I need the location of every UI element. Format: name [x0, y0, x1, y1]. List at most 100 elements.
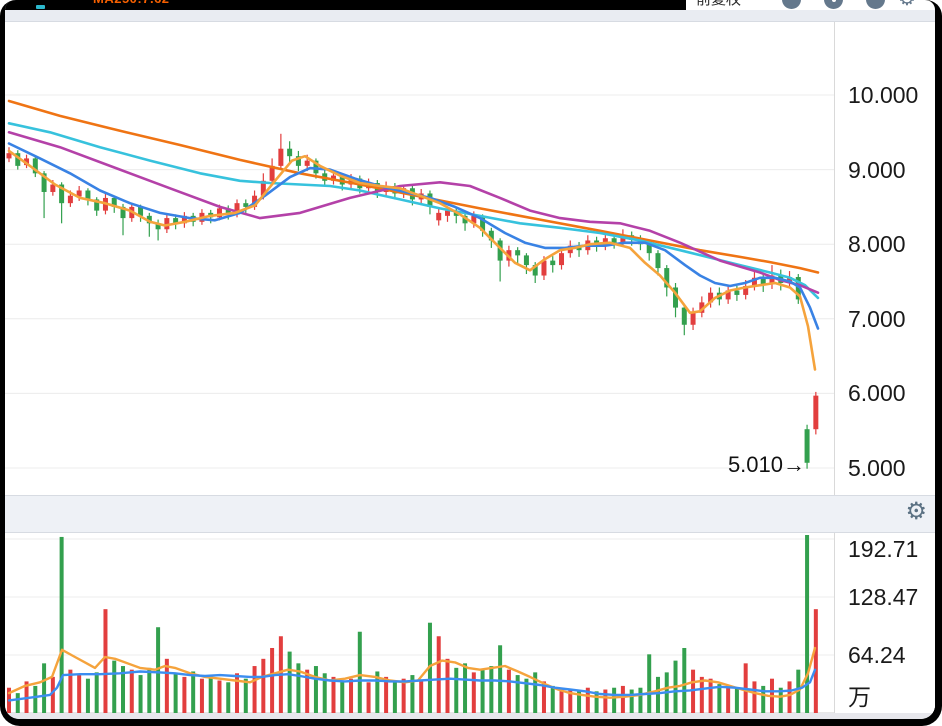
price-tick-label: 10.000 [848, 82, 919, 108]
volume-bar [112, 660, 117, 713]
volume-settings-gear-icon[interactable]: ⚙ [905, 498, 927, 525]
candle-body [725, 290, 731, 300]
volume-bar [454, 667, 459, 713]
volume-bar [498, 645, 503, 713]
volume-bar [655, 676, 660, 713]
settings-gear-icon[interactable]: ⚙ [898, 0, 916, 9]
candle-body [24, 158, 30, 166]
info-dot-icon [832, 0, 836, 2]
candle-body [146, 215, 152, 224]
volume-bar [568, 689, 573, 713]
info-button[interactable] [824, 0, 843, 9]
candle-body [523, 255, 529, 266]
window-bottom-edge [5, 713, 935, 719]
volume-bar [463, 663, 468, 713]
candle-body [795, 277, 801, 300]
candle-body [120, 206, 126, 219]
volume-bar [94, 672, 99, 713]
volume-bar [68, 669, 73, 713]
toolbar-strip [5, 10, 935, 22]
volume-bar [445, 658, 450, 713]
volume-bar [208, 675, 213, 713]
volume-bar [533, 672, 538, 713]
volume-bar [410, 675, 415, 713]
volume-bar [726, 685, 731, 713]
volume-bar [778, 687, 783, 713]
volume-bar [708, 678, 713, 713]
candle-body [708, 292, 714, 303]
volume-bar [164, 658, 169, 713]
volume-canvas [5, 535, 834, 713]
volume-bar [734, 687, 739, 713]
volume-tick-label: 64.24 [848, 642, 906, 668]
candle-body [760, 277, 766, 285]
volume-bar [761, 685, 766, 713]
candle-body [225, 208, 231, 215]
candle-body [32, 158, 38, 174]
ma-magenta [7, 131, 820, 295]
candle-body [313, 160, 319, 174]
vol-ma-blue [7, 668, 817, 702]
volume-panel[interactable]: 万 192.71 128.47 64.24 [5, 533, 935, 713]
candle-body [269, 165, 275, 181]
volume-bar [515, 675, 520, 713]
volume-bar [103, 609, 108, 713]
candle-body [304, 160, 310, 166]
volume-bar [296, 663, 301, 713]
adjust-mode-label[interactable]: 前复权 [696, 0, 741, 7]
candle-body [295, 156, 301, 166]
volume-bar [270, 647, 275, 713]
volume-bar [138, 675, 143, 713]
panel-divider: ⚙ [5, 495, 935, 533]
candle-body [690, 312, 696, 325]
volume-bar [42, 663, 47, 713]
candle-body [243, 203, 249, 207]
candle-body [278, 148, 284, 166]
zoom-in-button[interactable] [866, 0, 885, 9]
volume-bar [419, 680, 424, 713]
candle-body [480, 215, 486, 231]
zoom-out-button[interactable] [782, 0, 801, 9]
volume-bar [156, 627, 161, 713]
candle-body [15, 153, 21, 166]
candle-body [611, 238, 617, 243]
candle-body [813, 395, 819, 430]
volume-bar [191, 671, 196, 713]
candle-body [699, 302, 705, 313]
volume-axis: 万 192.71 128.47 64.24 [834, 533, 935, 713]
volume-bar [366, 682, 371, 713]
volume-tick-label: 128.47 [848, 584, 919, 610]
candle-body [673, 287, 679, 308]
volume-bar [577, 690, 582, 713]
volume-bar [243, 678, 248, 713]
candle-body [234, 203, 240, 215]
stock-chart-window: MA250:7.62 前复权 ⚙ 10.000 9.000 8.000 7.000 6.… [5, 0, 935, 719]
candle-body [41, 173, 47, 192]
price-chart-panel[interactable]: 10.000 9.000 8.000 7.000 6.000 5.000 5.010→ [5, 22, 935, 495]
price-tick-label: 9.000 [848, 157, 906, 183]
candle-body [550, 260, 556, 266]
volume-bar [305, 669, 310, 713]
candle-body [497, 240, 503, 261]
volume-bar [226, 682, 231, 713]
candle-body [330, 175, 336, 181]
volume-bar [217, 680, 222, 713]
candle-body [769, 275, 775, 285]
volume-bar [85, 678, 90, 713]
candle-body [751, 277, 757, 286]
candle-body [734, 290, 740, 295]
candle-body [787, 277, 793, 283]
candle-body [488, 230, 494, 241]
candle-body [559, 253, 565, 266]
volume-bar [252, 666, 257, 713]
volume-bar [506, 669, 511, 713]
volume-bar [129, 669, 134, 713]
candle-body [620, 235, 626, 243]
volume-bar [638, 687, 643, 713]
volume-bar [50, 676, 55, 713]
candle-body [94, 199, 100, 211]
volume-bar [59, 536, 64, 713]
volume-bar [331, 676, 336, 713]
volume-bar [401, 678, 406, 713]
price-tick-label: 7.000 [848, 306, 906, 332]
